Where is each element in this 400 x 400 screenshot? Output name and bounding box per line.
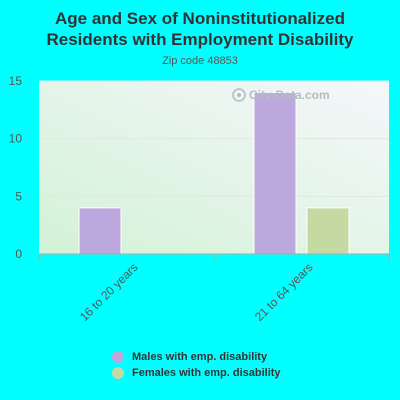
legend-swatch-males [112,351,124,363]
bar-females-1[interactable] [306,207,350,255]
chart-title: Age and Sex of Noninstitutionalized Resi… [0,8,400,50]
gridlines [39,80,389,197]
bar-males-0[interactable] [78,207,122,255]
chart-title-line-2: Residents with Employment Disability [46,30,354,49]
chart-title-line-1: Age and Sex of Noninstitutionalized [55,9,345,28]
x-tick-label: 16 to 20 years [77,260,141,324]
y-tick-label: 5 [15,189,22,203]
y-tick-label: 10 [9,132,23,146]
watermark-text: City-Data.com [249,88,330,102]
x-axis: 16 to 20 years 21 to 64 years [38,253,390,324]
chart-subtitle: Zip code 48853 [162,55,238,67]
legend-item-females: Females with emp. disability [112,365,281,381]
watermark: City-Data.com [232,88,330,102]
y-axis: 0 5 10 15 [9,74,23,261]
legend-swatch-females [112,367,124,379]
legend-label-females: Females with emp. disability [132,367,281,379]
legend-label-males: Males with emp. disability [132,351,268,363]
bar-males-1[interactable] [253,92,297,255]
bars [78,92,350,255]
legend-item-males: Males with emp. disability [112,349,281,365]
y-tick-label: 0 [15,247,22,261]
x-tick-label: 21 to 64 years [252,260,316,324]
y-tick-label: 15 [9,74,23,88]
legend: Males with emp. disability Females with … [112,349,281,381]
